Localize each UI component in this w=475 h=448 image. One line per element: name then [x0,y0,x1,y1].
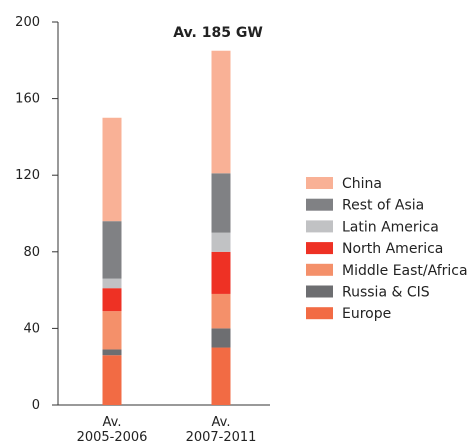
bars [102,50,231,405]
legend-label-russia-cis: Russia & CIS [342,285,430,301]
bar-segment-middle-east-africa [211,293,231,329]
legend-label-north-america: North America [342,241,443,257]
y-tick-label: 0 [32,398,40,413]
legend-swatch-china [306,177,333,189]
axes [52,21,270,406]
bar-segment-north-america [102,288,122,312]
bar-segment-rest-of-asia [102,221,122,279]
legend-swatch-middle-east-africa [306,263,333,276]
labels: Av. 185 GW 04080120160200Av.2005-2006Av.… [15,15,263,445]
bar-segment-europe [102,355,122,405]
legend-swatch-europe [306,307,333,320]
total-annotation: Av. 185 GW [173,25,263,41]
y-tick-label: 80 [23,245,40,260]
legend-swatch-north-america [306,242,333,255]
bar-segment-russia-cis [102,349,122,356]
legend-label-china: China [342,176,382,192]
y-tick-label: 40 [23,321,40,336]
bar-segment-europe [211,347,231,405]
bar-segment-middle-east-africa [102,311,122,350]
bar-segment-latin-america [102,278,122,289]
bar-segment-russia-cis [211,328,231,348]
legend-label-middle-east-africa: Middle East/Africa [342,263,468,279]
x-tick-label: 2007-2011 [186,430,257,445]
x-tick-label: 2005-2006 [77,430,148,445]
legend-label-latin-america: Latin America [342,219,439,235]
bar-segment-latin-america [211,232,231,252]
legend-swatch-russia-cis [306,285,333,298]
legend-swatch-latin-america [306,220,333,233]
bar-segment-china [102,117,122,222]
bar-segment-north-america [211,251,231,294]
legend-swatch-rest-of-asia [306,198,333,211]
y-tick-label: 200 [15,15,40,30]
y-tick-label: 160 [15,92,40,107]
legend-label-europe: Europe [342,306,391,322]
y-tick-label: 120 [15,168,40,183]
x-tick-label: Av. [103,415,122,430]
x-tick-label: Av. [212,415,231,430]
bar-segment-china [211,50,231,174]
legend: China Rest of Asia Latin America North Amer… [306,176,468,322]
legend-label-rest-of-asia: Rest of Asia [342,198,424,214]
bar-segment-rest-of-asia [211,173,231,233]
